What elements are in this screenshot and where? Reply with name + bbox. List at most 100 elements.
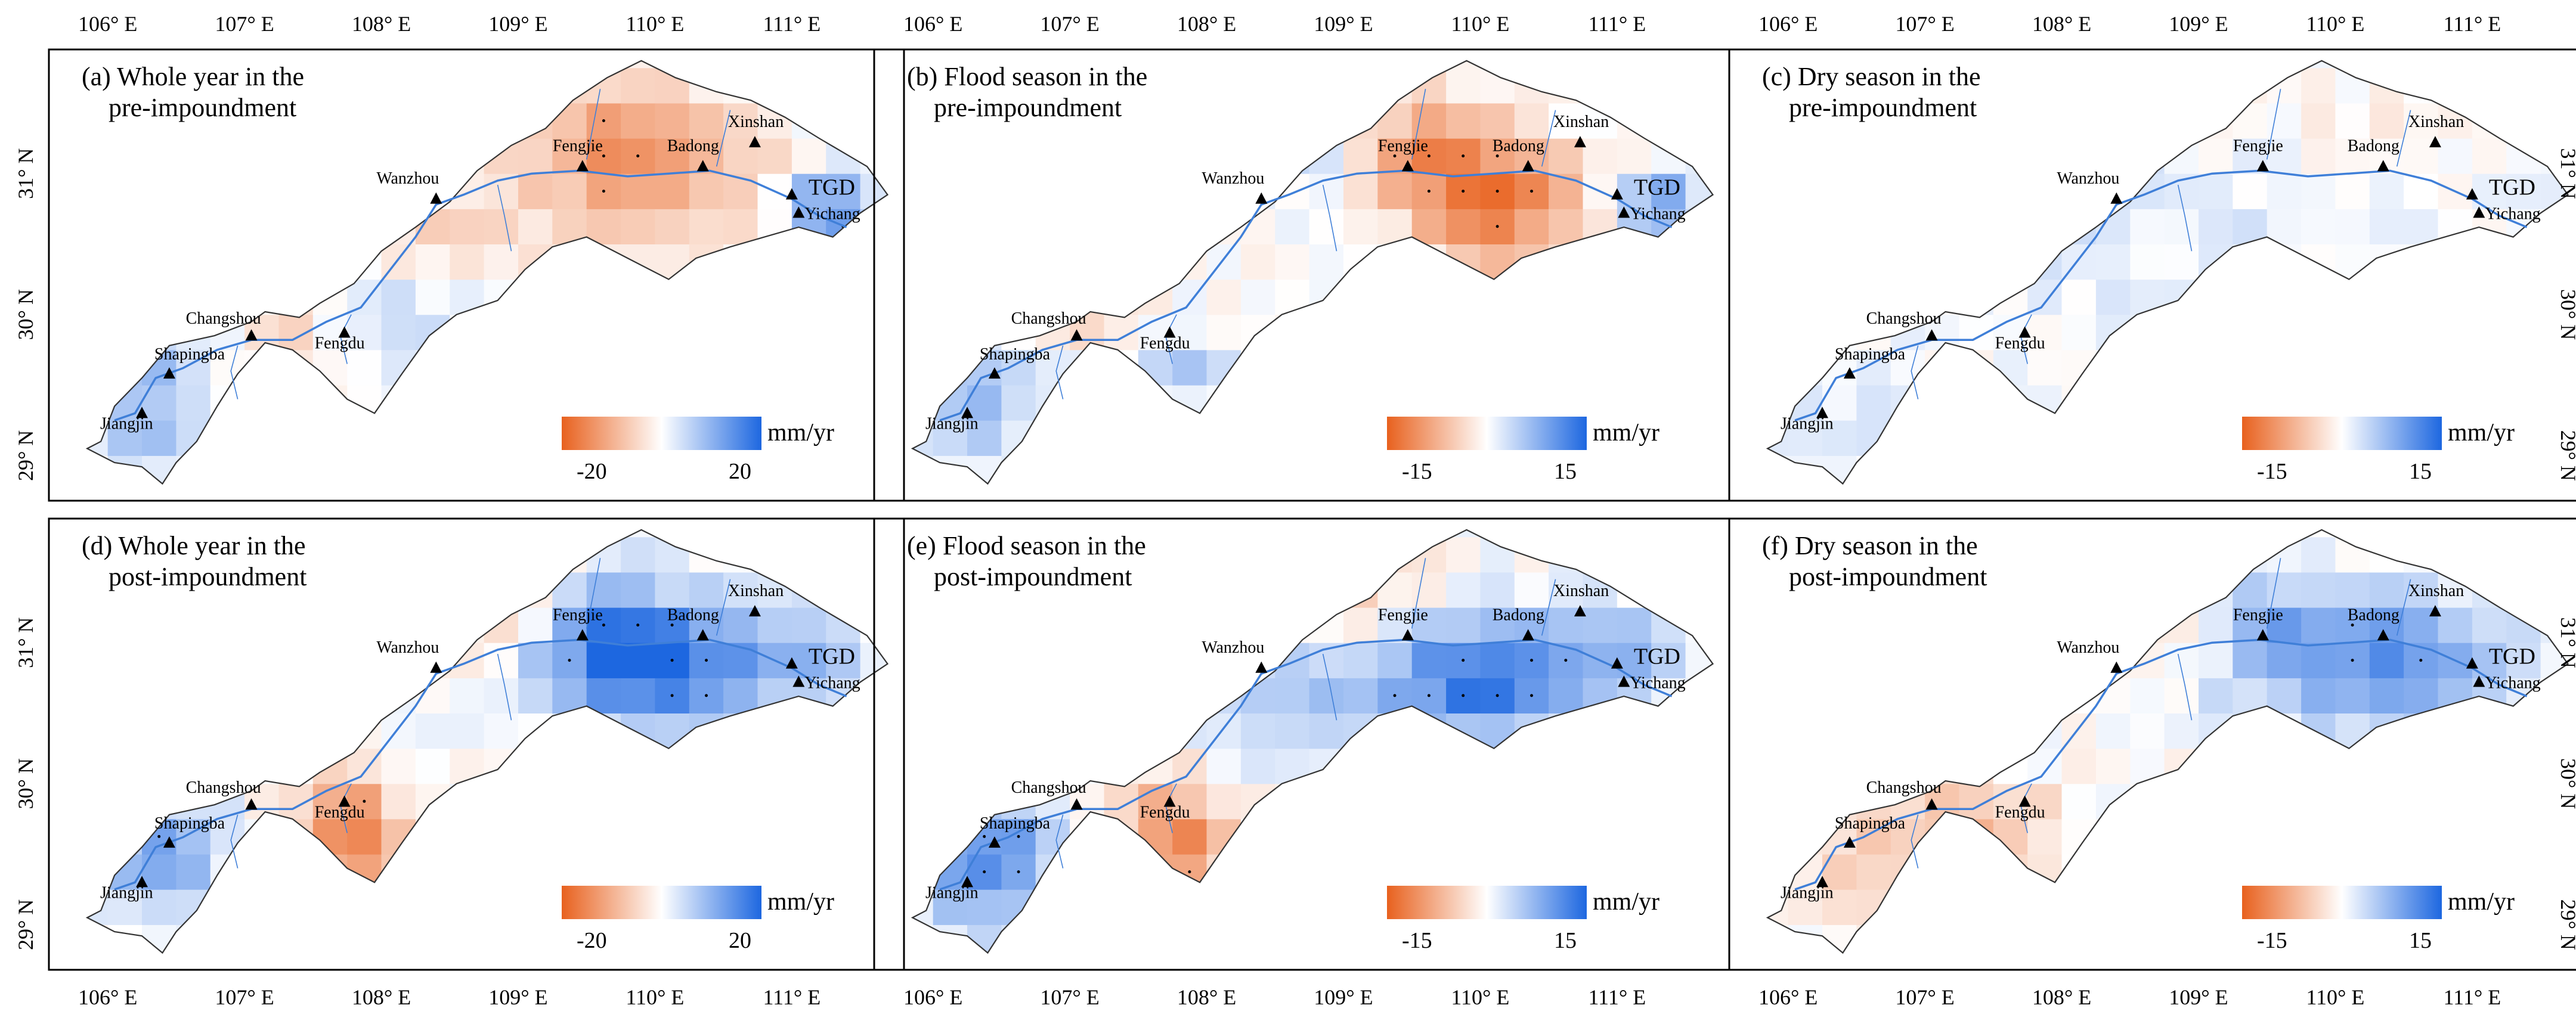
station-label: Fengdu	[1995, 803, 2045, 821]
grid-cell	[1617, 103, 1652, 139]
grid-cell	[347, 455, 382, 484]
grid-cell	[826, 854, 861, 890]
grid-cell	[1275, 279, 1310, 315]
grid-cell	[2540, 385, 2568, 421]
grid-cell	[1070, 385, 1105, 421]
grid-cell	[860, 420, 888, 456]
grid-cell	[2233, 385, 2268, 421]
grid-cell	[1651, 854, 1686, 890]
lon-label-bottom: 106° E	[903, 985, 962, 1009]
grid-cell	[87, 349, 109, 386]
station-triangle-icon	[430, 661, 442, 673]
grid-cell	[2199, 783, 2233, 820]
grid-cell	[1377, 572, 1413, 608]
grid-cell	[1788, 420, 1823, 456]
station-triangle-icon	[1401, 629, 1414, 641]
grid-cell	[1343, 385, 1378, 421]
grid-cell	[1959, 420, 1994, 456]
grid-cell	[1685, 67, 1713, 104]
grid-cell	[87, 607, 109, 643]
grid-cell	[1788, 607, 1823, 643]
grid-cell	[1822, 209, 1857, 244]
grid-cell	[1172, 67, 1208, 104]
grid-cell	[347, 385, 382, 421]
grid-cell	[1856, 244, 1891, 280]
grid-cell	[1070, 713, 1105, 749]
lon-label-bottom: 106° E	[78, 985, 137, 1009]
tributary	[2177, 653, 2193, 721]
grid-cell	[2199, 607, 2233, 643]
grid-cell	[1549, 748, 1584, 784]
grid-cell	[1411, 783, 1447, 820]
station-changshou: Changshou	[1866, 778, 1942, 810]
grid-cell	[1138, 244, 1173, 280]
grid-cell	[1788, 678, 1823, 713]
grid-cell	[552, 103, 587, 139]
grid-cell	[586, 349, 621, 386]
grid-cell	[1446, 385, 1481, 421]
grid-cell	[1925, 349, 1960, 386]
grid-cell	[621, 678, 656, 713]
grid-cell	[2233, 818, 2268, 855]
grid-cell	[1446, 455, 1481, 484]
grid-cell	[655, 314, 690, 350]
station-label: Wanzhou	[376, 638, 439, 657]
grid-cell	[894, 173, 929, 209]
grid-cell	[244, 607, 280, 643]
significance-dot	[602, 623, 605, 627]
colorbar-max-label: 20	[729, 459, 751, 484]
grid-cell	[860, 455, 888, 484]
panel-title: (d) Whole year in the	[82, 531, 305, 560]
grid-cell	[621, 385, 656, 421]
grid-cell	[1788, 783, 1823, 820]
station-triangle-icon	[338, 326, 351, 338]
grid-cell	[518, 783, 553, 820]
grid-cell	[1206, 314, 1241, 350]
station-badong: Badong	[667, 136, 719, 172]
grid-cell	[210, 138, 245, 174]
station-label: Changshou	[186, 778, 261, 797]
grid-cell	[1890, 173, 1925, 209]
grid-cell	[1685, 314, 1713, 350]
grid-cell	[1275, 385, 1310, 421]
grid-cell	[2267, 244, 2302, 280]
grid-cell	[1104, 854, 1139, 890]
grid-cell	[518, 67, 553, 104]
grid-cell	[1275, 209, 1310, 244]
grid-cell	[2027, 279, 2063, 315]
tributary	[2266, 89, 2281, 160]
grid-cell	[860, 854, 888, 890]
grid-cell	[244, 713, 280, 749]
significance-dot	[2351, 623, 2354, 627]
lon-label-top: 111° E	[1588, 12, 1646, 36]
grid-cell	[1514, 67, 1549, 104]
station-yichang: Yichang	[792, 204, 860, 223]
grid-cell	[552, 818, 587, 855]
grid-cell	[210, 678, 245, 713]
grid-cell	[450, 748, 485, 784]
grid-cell	[791, 138, 826, 174]
station-label: Fengdu	[315, 334, 365, 352]
grid-cell	[2027, 607, 2063, 643]
grid-cell	[1480, 854, 1515, 890]
colorbar-unit: mm/yr	[2448, 419, 2515, 446]
grid-cell	[1890, 889, 1925, 925]
grid-cell	[415, 349, 450, 386]
grid-cell	[2199, 536, 2233, 573]
grid-cell	[142, 889, 177, 925]
grid-cell	[826, 783, 861, 820]
significance-dot	[670, 659, 674, 662]
grid-cell	[1377, 748, 1413, 784]
grid-cell	[586, 244, 621, 280]
grid-cell	[2301, 455, 2336, 484]
grid-cell	[586, 314, 621, 350]
significance-dot	[705, 694, 708, 697]
grid-cell	[1206, 455, 1241, 484]
grid-cell	[347, 244, 382, 280]
grid-cell	[142, 643, 177, 678]
grid-cell	[2164, 713, 2199, 749]
significance-dot	[1017, 870, 1020, 874]
grid-cell	[2061, 67, 2097, 104]
grid-cell	[1788, 748, 1823, 784]
grid-cell	[1685, 455, 1713, 484]
